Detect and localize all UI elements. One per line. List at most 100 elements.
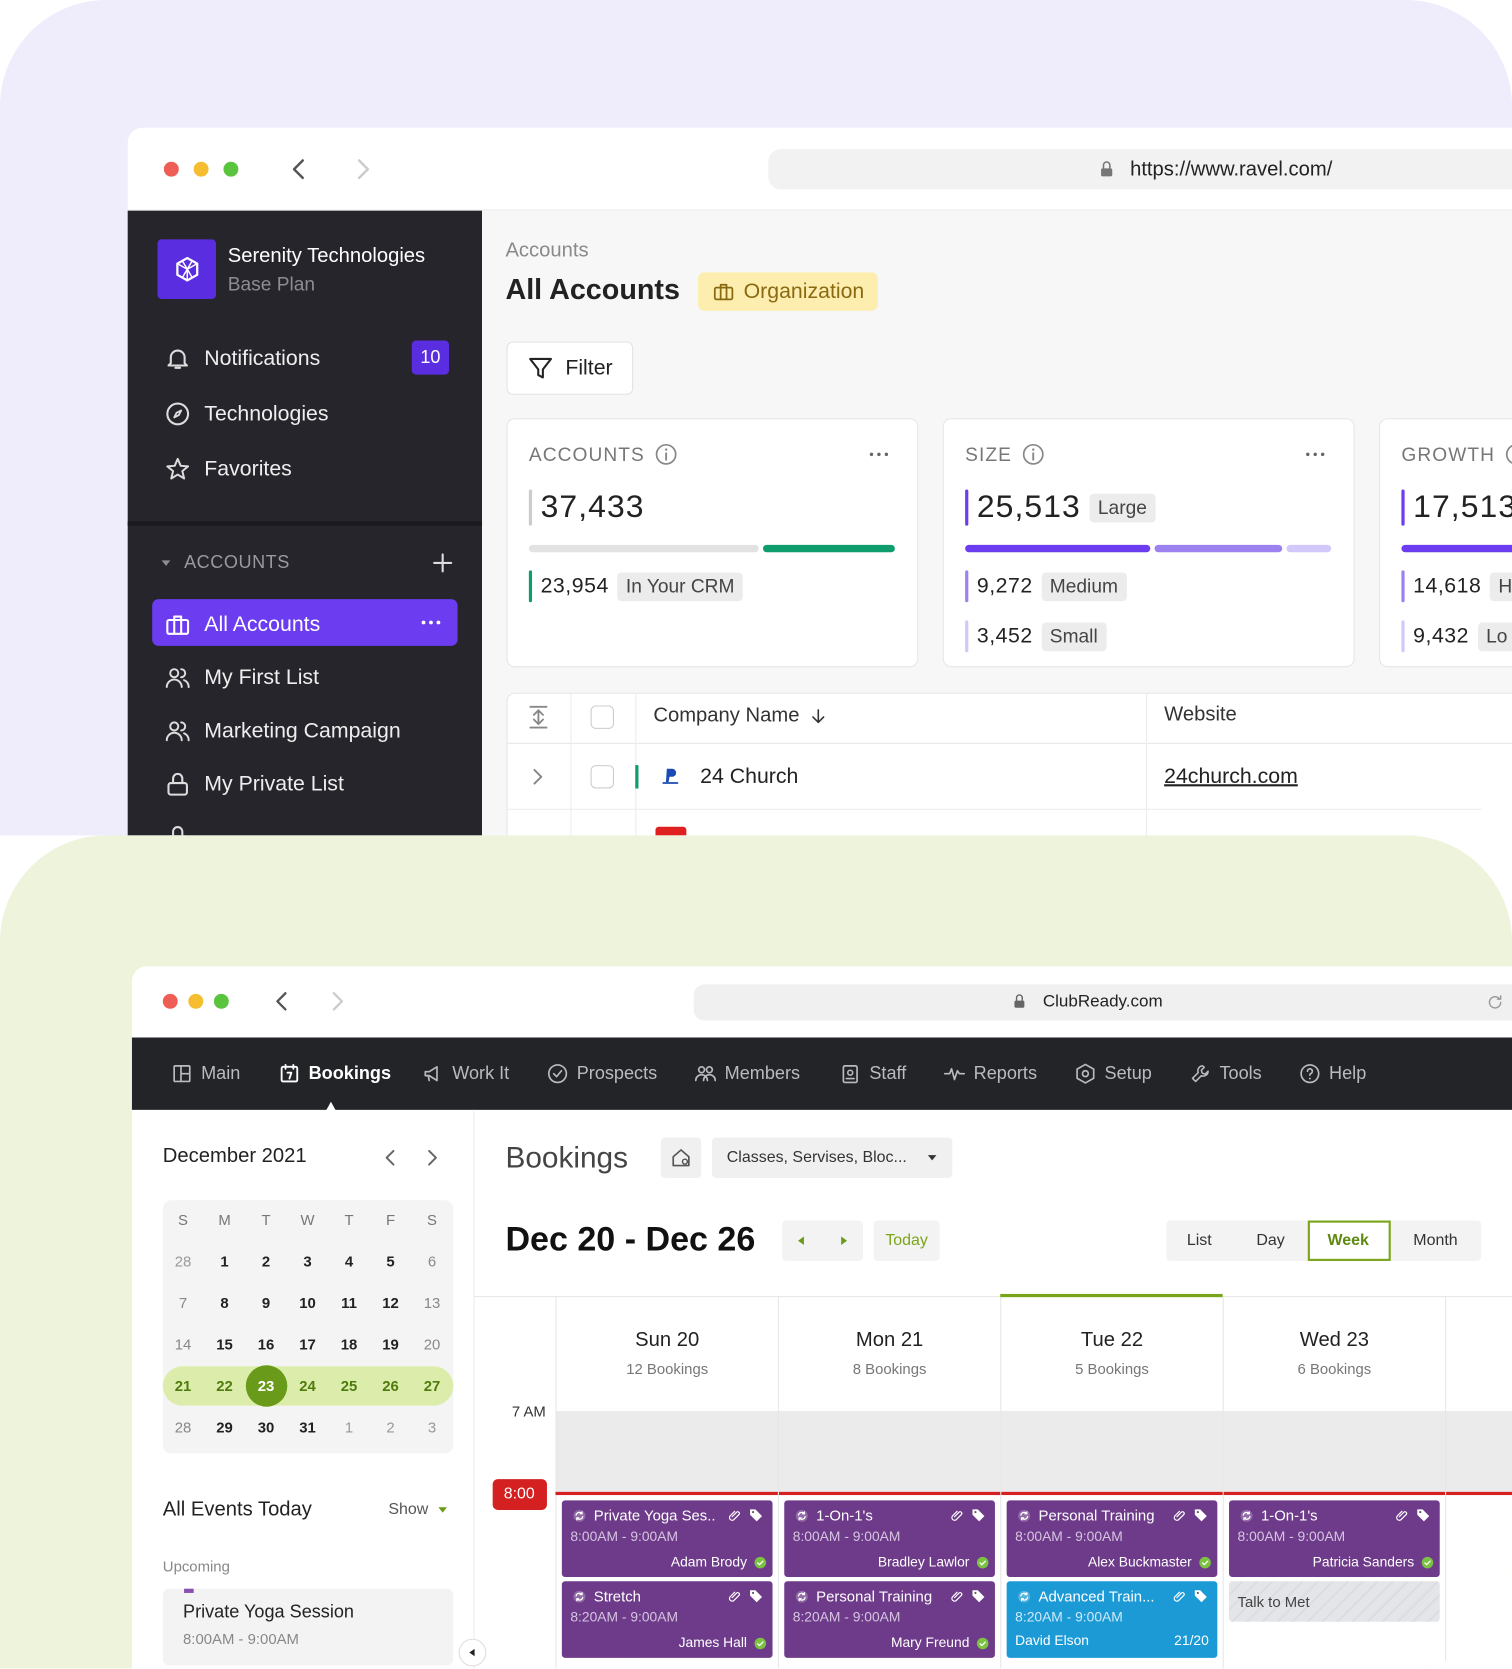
nav-item[interactable]: Help [1298, 1058, 1426, 1090]
calendar-day[interactable]: 19 [382, 1335, 399, 1353]
calendar-day[interactable]: 7 [178, 1293, 188, 1311]
card-header: ACCOUNTS [529, 441, 848, 469]
calendar-day[interactable]: 20 [423, 1335, 441, 1353]
calendar-day[interactable]: 12 [382, 1293, 399, 1311]
calendar-day[interactable]: 26 [382, 1376, 399, 1394]
nav-item[interactable]: Members [694, 1058, 822, 1090]
calendar-day[interactable]: 11 [341, 1293, 357, 1311]
calendar-day[interactable]: 10 [299, 1293, 316, 1311]
calendar-day[interactable]: 6 [427, 1252, 437, 1270]
calendar-day[interactable]: 25 [340, 1376, 358, 1394]
booking-card[interactable] [1229, 1500, 1440, 1577]
calendar-day[interactable]: 27 [423, 1376, 441, 1394]
booking-card[interactable] [784, 1581, 995, 1658]
booking-card[interactable] [1006, 1581, 1218, 1658]
calendar-day[interactable]: 3 [303, 1252, 312, 1270]
progress-segment [1401, 544, 1512, 553]
prev-week[interactable] [795, 1234, 808, 1247]
value-bar [528, 489, 533, 526]
row-value: 14,618 [1413, 574, 1482, 598]
calendar-day[interactable]: 2 [261, 1252, 271, 1270]
view-option[interactable]: Day [1256, 1231, 1285, 1250]
calendar-day[interactable]: 17 [299, 1335, 316, 1353]
booking-card[interactable] [784, 1500, 995, 1577]
nav-item[interactable]: Notifications [204, 346, 321, 371]
calendar-day[interactable]: 8 [220, 1293, 229, 1311]
nav-item[interactable]: Prospects [546, 1058, 674, 1090]
calendar-day[interactable]: 4 [344, 1252, 354, 1270]
calendar-day[interactable]: 16 [257, 1335, 275, 1353]
selected-week [162, 1366, 454, 1406]
calendar-day[interactable]: 3 [427, 1418, 437, 1436]
calendar-day[interactable]: 2 [386, 1418, 395, 1436]
day-count: 12 Bookings [626, 1359, 709, 1377]
table-header-line [506, 742, 1512, 744]
booking-card[interactable] [1229, 1581, 1440, 1622]
today-button[interactable] [873, 1220, 940, 1261]
nav-item[interactable]: Technologies [204, 402, 329, 426]
calendar-day[interactable]: 30 [257, 1418, 275, 1436]
list-item[interactable]: My Private List [204, 772, 344, 796]
window-dot [193, 161, 209, 177]
nav-item[interactable]: Tools [1189, 1058, 1317, 1090]
calendar-day[interactable]: 5 [386, 1252, 395, 1270]
calendar-day[interactable]: 15 [216, 1335, 233, 1353]
recurring-icon [1016, 1507, 1032, 1523]
nav-item[interactable]: Main [170, 1058, 298, 1090]
calendar-day[interactable]: 29 [216, 1418, 233, 1436]
tag-label: Organization [743, 279, 865, 303]
calendar-day[interactable]: 24 [299, 1376, 316, 1394]
calendar-day[interactable]: 31 [299, 1418, 316, 1436]
card-row: 23,954 In Your CRM [528, 570, 912, 603]
home-filter[interactable] [660, 1137, 702, 1178]
confirmed-icon [1420, 1555, 1434, 1569]
home-icon [669, 1146, 692, 1169]
add-list-button[interactable] [430, 550, 456, 576]
view-option[interactable]: Month [1413, 1231, 1458, 1250]
row-checkbox[interactable] [590, 705, 614, 729]
company-website[interactable]: 24church.com [1164, 765, 1298, 789]
nav-item[interactable]: Reports [943, 1058, 1071, 1090]
list-menu [418, 610, 444, 636]
nav-item[interactable]: Favorites [204, 457, 292, 481]
calendar-day[interactable]: 22 [216, 1376, 233, 1394]
nav-item[interactable]: Setup [1074, 1058, 1202, 1090]
attachment-icon [726, 1587, 742, 1603]
time-column-line [555, 1296, 557, 1669]
show-toggle[interactable]: Show [388, 1500, 429, 1519]
view-option[interactable]: Week [1327, 1231, 1369, 1250]
booking-card[interactable] [561, 1581, 773, 1658]
booking-card[interactable] [561, 1500, 773, 1577]
view-option[interactable]: List [1186, 1231, 1212, 1250]
calendar-day[interactable]: 18 [340, 1335, 358, 1353]
calendar-day[interactable]: 13 [423, 1293, 441, 1311]
prev-month[interactable] [379, 1146, 402, 1169]
calendar-day[interactable]: 14 [174, 1335, 192, 1353]
calendar-day[interactable]: 28 [174, 1418, 192, 1436]
card-value-row: 37,433 [528, 489, 912, 526]
next-week[interactable] [837, 1234, 850, 1247]
row-expand[interactable] [526, 765, 549, 788]
next-month[interactable] [420, 1146, 443, 1169]
calendar-day[interactable]: 21 [174, 1376, 192, 1394]
calendar-day[interactable]: 28 [174, 1252, 192, 1270]
calendar-day[interactable]: 9 [261, 1293, 271, 1311]
event-card [162, 1588, 454, 1666]
nav-item[interactable]: Bookings [278, 1058, 406, 1090]
calendar-day[interactable]: 1 [220, 1252, 229, 1270]
list-item[interactable]: My First List [204, 666, 319, 690]
row-checkbox[interactable] [590, 765, 614, 789]
card-row: 3,452 Small [965, 620, 1348, 653]
nav-item[interactable]: Staff [839, 1058, 967, 1090]
calendar-day[interactable]: 1 [344, 1418, 354, 1436]
calendar-day[interactable]: 23 [257, 1376, 275, 1394]
list-item[interactable]: All Accounts [204, 612, 321, 637]
today-circle [245, 1365, 288, 1407]
list-item[interactable]: Marketing Campaign [204, 719, 401, 743]
booking-card[interactable] [1006, 1500, 1218, 1577]
top-divider [127, 209, 1512, 211]
nav-item[interactable]: Work It [421, 1058, 549, 1090]
filter-dropdown[interactable] [711, 1137, 953, 1178]
confirmed-icon [753, 1636, 767, 1650]
filter-button[interactable]: Filter [506, 341, 634, 395]
